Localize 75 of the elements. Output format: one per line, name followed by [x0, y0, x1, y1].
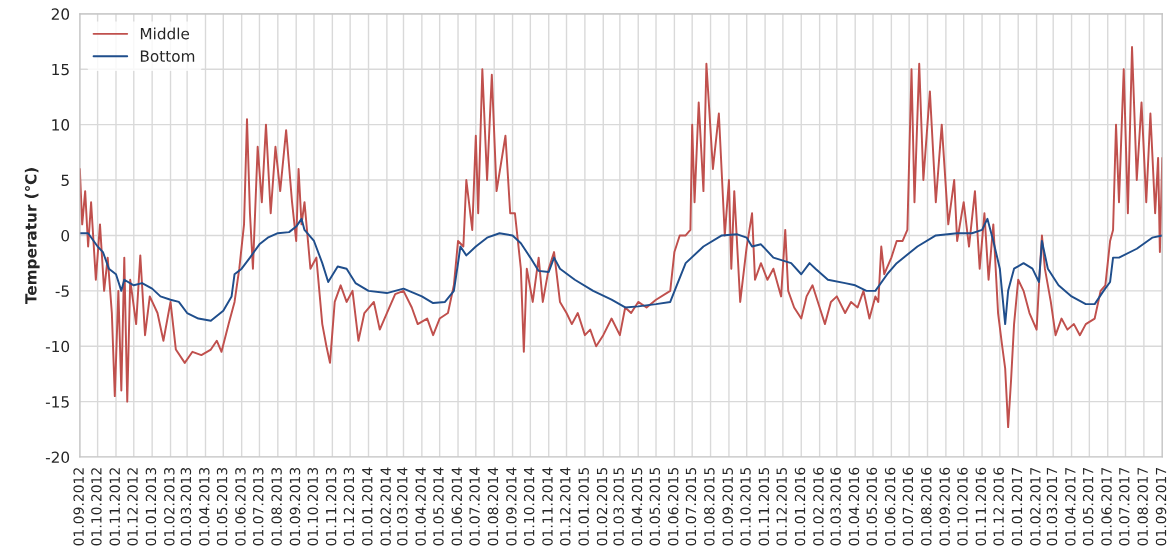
x-tick-label: 01.06.2015: [667, 467, 679, 546]
x-tick-label: 01.05.2015: [649, 467, 661, 546]
x-tick-label: 01.06.2014: [451, 467, 463, 546]
legend-label: Middle: [140, 27, 190, 40]
x-tick-label: 01.04.2016: [848, 467, 860, 546]
x-tick-label: 01.11.2015: [758, 467, 770, 546]
x-tick-label: 01.06.2016: [884, 467, 896, 546]
x-tick-label: 01.09.2012: [73, 468, 84, 546]
x-tick-label: 01.11.2014: [542, 467, 553, 546]
x-tick-label: 01.04.2013: [199, 467, 210, 546]
x-tick-label: 01.08.2014: [487, 467, 499, 546]
line-series: [79, 46, 1163, 429]
y-tick-label: -10: [45, 340, 70, 353]
x-tick-label: 01.12.2012: [127, 468, 138, 546]
x-tick-label: 01.08.2013: [271, 467, 282, 546]
x-tick-label: 01.09.2013: [289, 467, 301, 546]
x-tick-label: 01.07.2015: [685, 467, 697, 546]
x-tick-label: 01.09.2017: [1155, 467, 1167, 546]
x-tick-label: 01.08.2016: [921, 467, 932, 546]
x-tick-label: 01.11.2013: [325, 467, 337, 546]
x-tick-label: 01.01.2017: [1011, 467, 1023, 546]
y-tick-label: 5: [61, 174, 69, 187]
x-tick-label: 01.12.2014: [560, 467, 571, 546]
x-tick-label: 01.06.2013: [235, 467, 246, 546]
x-tick-label: 01.11.2016: [975, 467, 987, 546]
x-tick-label: 01.03.2017: [1046, 467, 1058, 546]
x-tick-label: 01.02.2014: [380, 467, 391, 546]
x-tick-label: 01.06.2017: [1101, 467, 1112, 546]
legend-label: Bottom: [140, 50, 195, 62]
y-tick-label: -20: [45, 451, 70, 464]
x-tick-label: 01.10.2015: [740, 467, 751, 546]
x-tick-label: 01.12.2016: [993, 467, 1004, 546]
x-tick-label: 01.01.2014: [362, 467, 373, 546]
x-tick-label: 01.01.2016: [794, 467, 806, 546]
x-tick-label: 01.03.2015: [613, 467, 624, 546]
x-tick-label: 01.04.2015: [631, 467, 643, 546]
x-tick-label: 01.12.2015: [776, 467, 787, 546]
x-tick-label: 01.07.2013: [252, 467, 264, 546]
x-tick-label: 01.04.2017: [1065, 467, 1076, 546]
x-tick-label: 01.03.2014: [397, 467, 408, 546]
x-tick-label: 01.02.2016: [813, 467, 824, 546]
x-tick-label: 01.05.2017: [1082, 467, 1094, 546]
x-tick-label: 01.10.2014: [523, 467, 535, 546]
x-tick-label: 01.01.2015: [578, 467, 589, 546]
x-tick-label: 01.09.2014: [506, 467, 517, 546]
x-tick-label: 01.10.2016: [957, 467, 968, 546]
x-tick-label: 01.03.2016: [830, 467, 841, 546]
y-tick-label: -15: [45, 396, 69, 408]
y-axis-title: Temperatur (℃): [24, 168, 40, 305]
x-tick-label: 01.08.2015: [704, 467, 715, 546]
x-tick-label: 01.05.2016: [866, 467, 878, 546]
x-tick-label: 01.07.2016: [902, 467, 914, 546]
y-tick-label: 10: [52, 119, 70, 131]
x-tick-label: 01.07.2014: [469, 467, 480, 546]
x-tick-label: 01.11.2012: [109, 468, 121, 546]
y-tick-label: 20: [51, 8, 70, 20]
line-series: [79, 217, 1163, 326]
x-tick-label: 01.07.2017: [1119, 467, 1130, 546]
y-tick-label: -5: [55, 285, 69, 297]
x-tick-label: 01.10.2013: [307, 467, 319, 546]
x-tick-label: 01.08.2017: [1137, 467, 1148, 546]
x-tick-label: 01.10.2012: [91, 468, 102, 546]
y-tick-label: 0: [61, 229, 70, 242]
x-tick-label: 01.05.2013: [216, 467, 228, 546]
x-tick-label: 01.09.2015: [722, 467, 733, 546]
x-tick-label: 01.01.2013: [145, 467, 157, 546]
x-tick-label: 01.05.2014: [433, 467, 444, 546]
x-tick-label: 01.02.2017: [1030, 467, 1041, 546]
x-tick-label: 01.04.2014: [415, 467, 426, 546]
x-tick-label: 01.03.2013: [180, 467, 192, 546]
x-tick-label: 01.09.2016: [939, 467, 950, 546]
x-tick-label: 01.02.2013: [164, 467, 175, 546]
y-tick-label: 15: [52, 63, 69, 76]
x-tick-label: 01.12.2013: [343, 467, 355, 546]
x-tick-label: 01.02.2015: [596, 467, 608, 546]
